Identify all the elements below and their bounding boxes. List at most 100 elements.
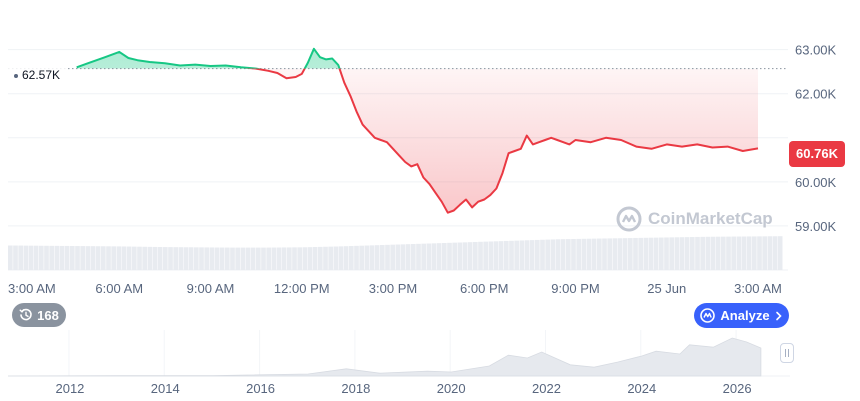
- volume-bar: [44, 245, 49, 270]
- reference-value: 62.57K: [22, 68, 61, 82]
- volume-bar: [483, 241, 488, 270]
- volume-bar: [602, 238, 607, 270]
- volume-bar: [545, 239, 550, 270]
- volume-bar: [85, 246, 91, 270]
- volume-bar: [498, 241, 504, 270]
- volume-bar: [715, 236, 721, 270]
- volume-bar: [256, 247, 261, 270]
- x-tick-label: 6:00 AM: [95, 281, 143, 296]
- volume-bar: [478, 241, 483, 270]
- volume-bar: [188, 247, 194, 270]
- x-tick-label: 25 Jun: [647, 281, 686, 296]
- volume-bar: [374, 245, 380, 270]
- volume-bar: [726, 236, 731, 270]
- volume-bar: [540, 239, 545, 270]
- volume-bar: [59, 245, 65, 270]
- volume-bar: [400, 244, 406, 270]
- x-tick-label: 12:00 PM: [274, 281, 330, 296]
- volume-bar: [447, 242, 452, 270]
- volume-bar: [519, 240, 525, 270]
- volume-bar: [116, 246, 122, 270]
- overview-tick-label: 2020: [437, 381, 466, 396]
- y-tick-label: 59.00K: [795, 219, 837, 234]
- volume-bar: [488, 241, 494, 270]
- volume-bar: [462, 242, 468, 270]
- volume-bar: [380, 245, 385, 270]
- x-tick-label: 6:00 PM: [460, 281, 508, 296]
- volume-bar: [359, 245, 364, 270]
- analyze-label: Analyze: [720, 308, 770, 323]
- volume-bar: [111, 246, 116, 270]
- volume-bar: [349, 246, 354, 270]
- volume-bar: [219, 247, 225, 270]
- volume-bar: [209, 247, 215, 270]
- history-badge[interactable]: 168: [12, 303, 66, 327]
- volume-bar: [287, 247, 292, 270]
- volume-bar: [276, 247, 282, 270]
- chevron-right-icon: [775, 311, 782, 320]
- volume-bar: [369, 245, 375, 270]
- overview-tick-label: 2018: [341, 381, 370, 396]
- volume-bar: [622, 238, 628, 270]
- volume-bar: [504, 240, 509, 270]
- volume-bar: [411, 244, 416, 270]
- volume-bar: [741, 236, 747, 270]
- last-price-label: 60.76K: [789, 141, 845, 167]
- volume-bar: [328, 246, 333, 270]
- volume-bar: [690, 237, 695, 270]
- volume-bar: [126, 246, 132, 270]
- volume-bar: [695, 236, 700, 270]
- watermark-text: CoinMarketCap: [648, 209, 773, 228]
- volume-bar: [757, 236, 762, 270]
- volume-bar: [586, 238, 592, 270]
- volume-bar: [70, 246, 75, 270]
- overview-navigator: 2012 2014 2016 2018 2020 2022 2024 2026: [7, 330, 790, 396]
- volume-bar: [199, 247, 204, 270]
- volume-bar: [302, 247, 308, 270]
- volume-bar: [178, 247, 184, 270]
- volume-bar: [240, 247, 246, 270]
- volume-bar: [183, 247, 189, 270]
- overview-tick-label: 2014: [151, 381, 180, 396]
- volume-bar: [566, 239, 571, 270]
- volume-bar: [762, 236, 767, 270]
- y-tick-label: 60.00K: [795, 175, 837, 190]
- volume-bar: [643, 237, 649, 270]
- x-axis: 3:00 AM 6:00 AM 9:00 AM 12:00 PM 3:00 PM 6:00…: [8, 281, 782, 296]
- analyze-button[interactable]: Analyze: [694, 303, 789, 328]
- volume-bar: [318, 246, 323, 270]
- volume-bar: [95, 246, 101, 270]
- volume-bar: [338, 246, 344, 270]
- volume-bar: [700, 236, 705, 270]
- price-area: [76, 48, 758, 213]
- volume-bar: [752, 236, 757, 270]
- volume-bar: [684, 237, 690, 270]
- overview-tick-label: 2024: [627, 381, 656, 396]
- volume-bar: [281, 247, 287, 270]
- x-tick-label: 3:00 AM: [8, 281, 56, 296]
- volume-bar: [261, 247, 266, 270]
- volume-bar: [13, 245, 18, 270]
- volume-bar: [674, 237, 680, 270]
- volume-bar: [731, 236, 736, 270]
- y-axis: 63.00K 62.00K 60.00K 59.00K: [795, 43, 837, 234]
- range-brush-handle[interactable]: [780, 343, 794, 363]
- volume-bar: [679, 237, 685, 270]
- volume-bar: [514, 240, 519, 270]
- volume-bar: [54, 245, 60, 270]
- volume-bar: [436, 243, 442, 270]
- volume-bar: [8, 245, 13, 270]
- volume-bars: [8, 236, 783, 270]
- watermark: CoinMarketCap: [616, 205, 773, 233]
- volume-bar: [132, 246, 137, 270]
- volume-bar: [142, 246, 147, 270]
- volume-bar: [638, 237, 643, 270]
- volume-bar: [705, 236, 711, 270]
- volume-bar: [581, 238, 587, 270]
- volume-bar: [721, 236, 726, 270]
- volume-bar: [250, 247, 256, 270]
- x-tick-label: 3:00 AM: [734, 281, 782, 296]
- volume-bar: [524, 240, 530, 270]
- volume-bar: [106, 246, 111, 270]
